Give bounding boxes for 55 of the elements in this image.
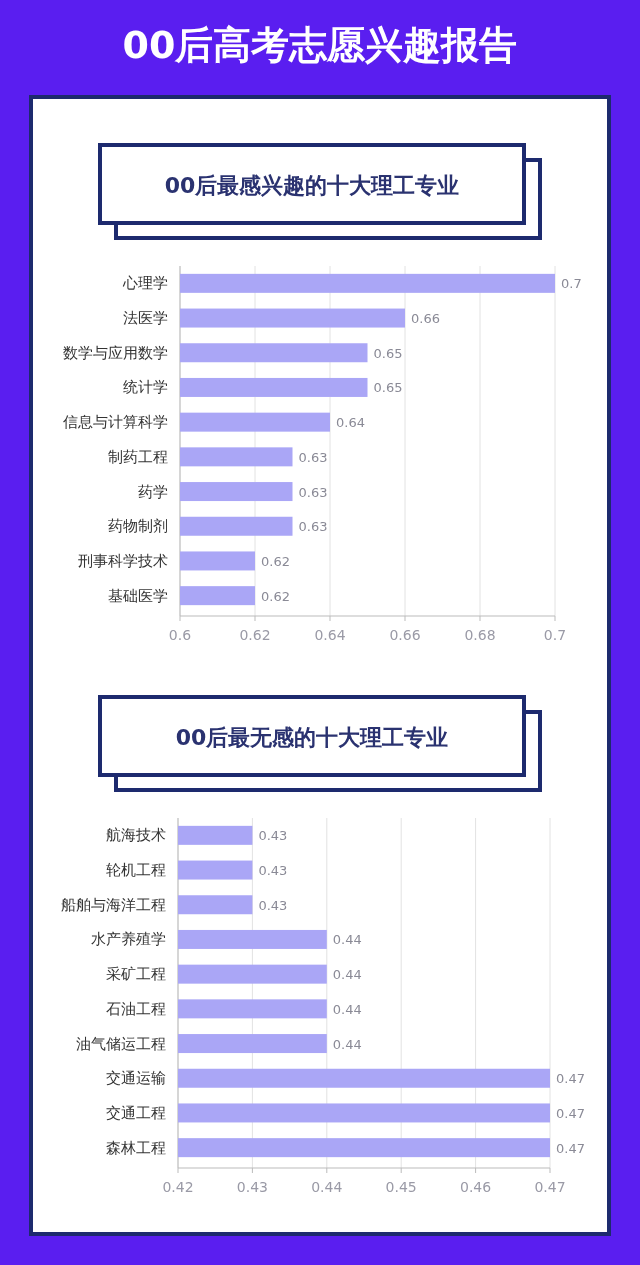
- y-tick-label: 水产养殖学: [91, 930, 166, 949]
- x-tick-label: 0.6: [168, 627, 192, 643]
- data-label: 0.43: [258, 897, 288, 913]
- data-label: 0.43: [258, 828, 288, 844]
- x-tick-label: 0.64: [314, 627, 346, 643]
- y-tick-label: 药学: [138, 482, 168, 501]
- y-tick-label: 信息与计算科学: [63, 413, 168, 432]
- y-tick-label: 药物制剂: [108, 517, 168, 536]
- y-tick-label: 基础医学: [108, 586, 168, 605]
- y-tick-label: 刑事科学技术: [78, 551, 168, 570]
- x-tick-label: 0.44: [311, 1179, 343, 1195]
- y-tick-label: 交通工程: [106, 1103, 166, 1122]
- data-label: 0.44: [332, 967, 362, 983]
- chart-title: 00后高考志愿兴趣报告: [122, 23, 518, 67]
- y-tick-label: 心理学: [122, 274, 168, 293]
- y-tick-label: 交通运输: [106, 1069, 166, 1088]
- x-tick-label: 0.7: [543, 627, 567, 643]
- data-label: 0.63: [298, 484, 328, 500]
- x-tick-label: 0.66: [389, 627, 421, 643]
- data-label: 0.43: [258, 863, 288, 879]
- x-tick-label: 0.47: [534, 1179, 566, 1195]
- y-tick-label: 船舶与海洋工程: [61, 895, 166, 914]
- data-label: 0.44: [332, 932, 362, 948]
- x-tick-label: 0.43: [236, 1179, 268, 1195]
- data-label: 0.65: [373, 380, 403, 396]
- data-label: 0.44: [332, 1036, 362, 1052]
- chart-subtitle: 00后最感兴趣的十大理工专业: [164, 173, 460, 198]
- data-label: 0.44: [332, 1001, 362, 1017]
- data-label: 0.63: [298, 449, 328, 465]
- y-tick-label: 采矿工程: [106, 965, 166, 984]
- x-tick-label: 0.46: [460, 1179, 492, 1195]
- data-label: 0.47: [556, 1071, 585, 1087]
- data-label: 0.66: [411, 311, 440, 327]
- y-tick-label: 制药工程: [108, 447, 168, 466]
- data-label: 0.47: [556, 1105, 585, 1121]
- y-tick-label: 法医学: [123, 309, 168, 328]
- chart-subtitle: 00后最无感的十大理工专业: [175, 725, 449, 750]
- y-tick-label: 石油工程: [106, 999, 166, 1018]
- data-label: 0.62: [261, 588, 290, 604]
- data-label: 0.65: [373, 345, 403, 361]
- data-label: 0.64: [336, 415, 365, 431]
- y-tick-label: 数学与应用数学: [63, 343, 168, 362]
- data-label: 0.63: [298, 519, 328, 535]
- x-tick-label: 0.42: [162, 1179, 194, 1195]
- x-tick-label: 0.62: [239, 627, 271, 643]
- y-tick-label: 油气储运工程: [76, 1034, 166, 1053]
- x-tick-label: 0.68: [464, 627, 496, 643]
- data-label: 0.7: [561, 276, 582, 292]
- y-tick-label: 航海技术: [106, 826, 166, 845]
- y-tick-label: 轮机工程: [106, 861, 166, 880]
- data-label: 0.47: [556, 1140, 585, 1156]
- y-tick-label: 森林工程: [106, 1138, 166, 1157]
- data-label: 0.62: [261, 553, 290, 569]
- x-tick-label: 0.45: [385, 1179, 417, 1195]
- y-tick-label: 统计学: [123, 378, 168, 397]
